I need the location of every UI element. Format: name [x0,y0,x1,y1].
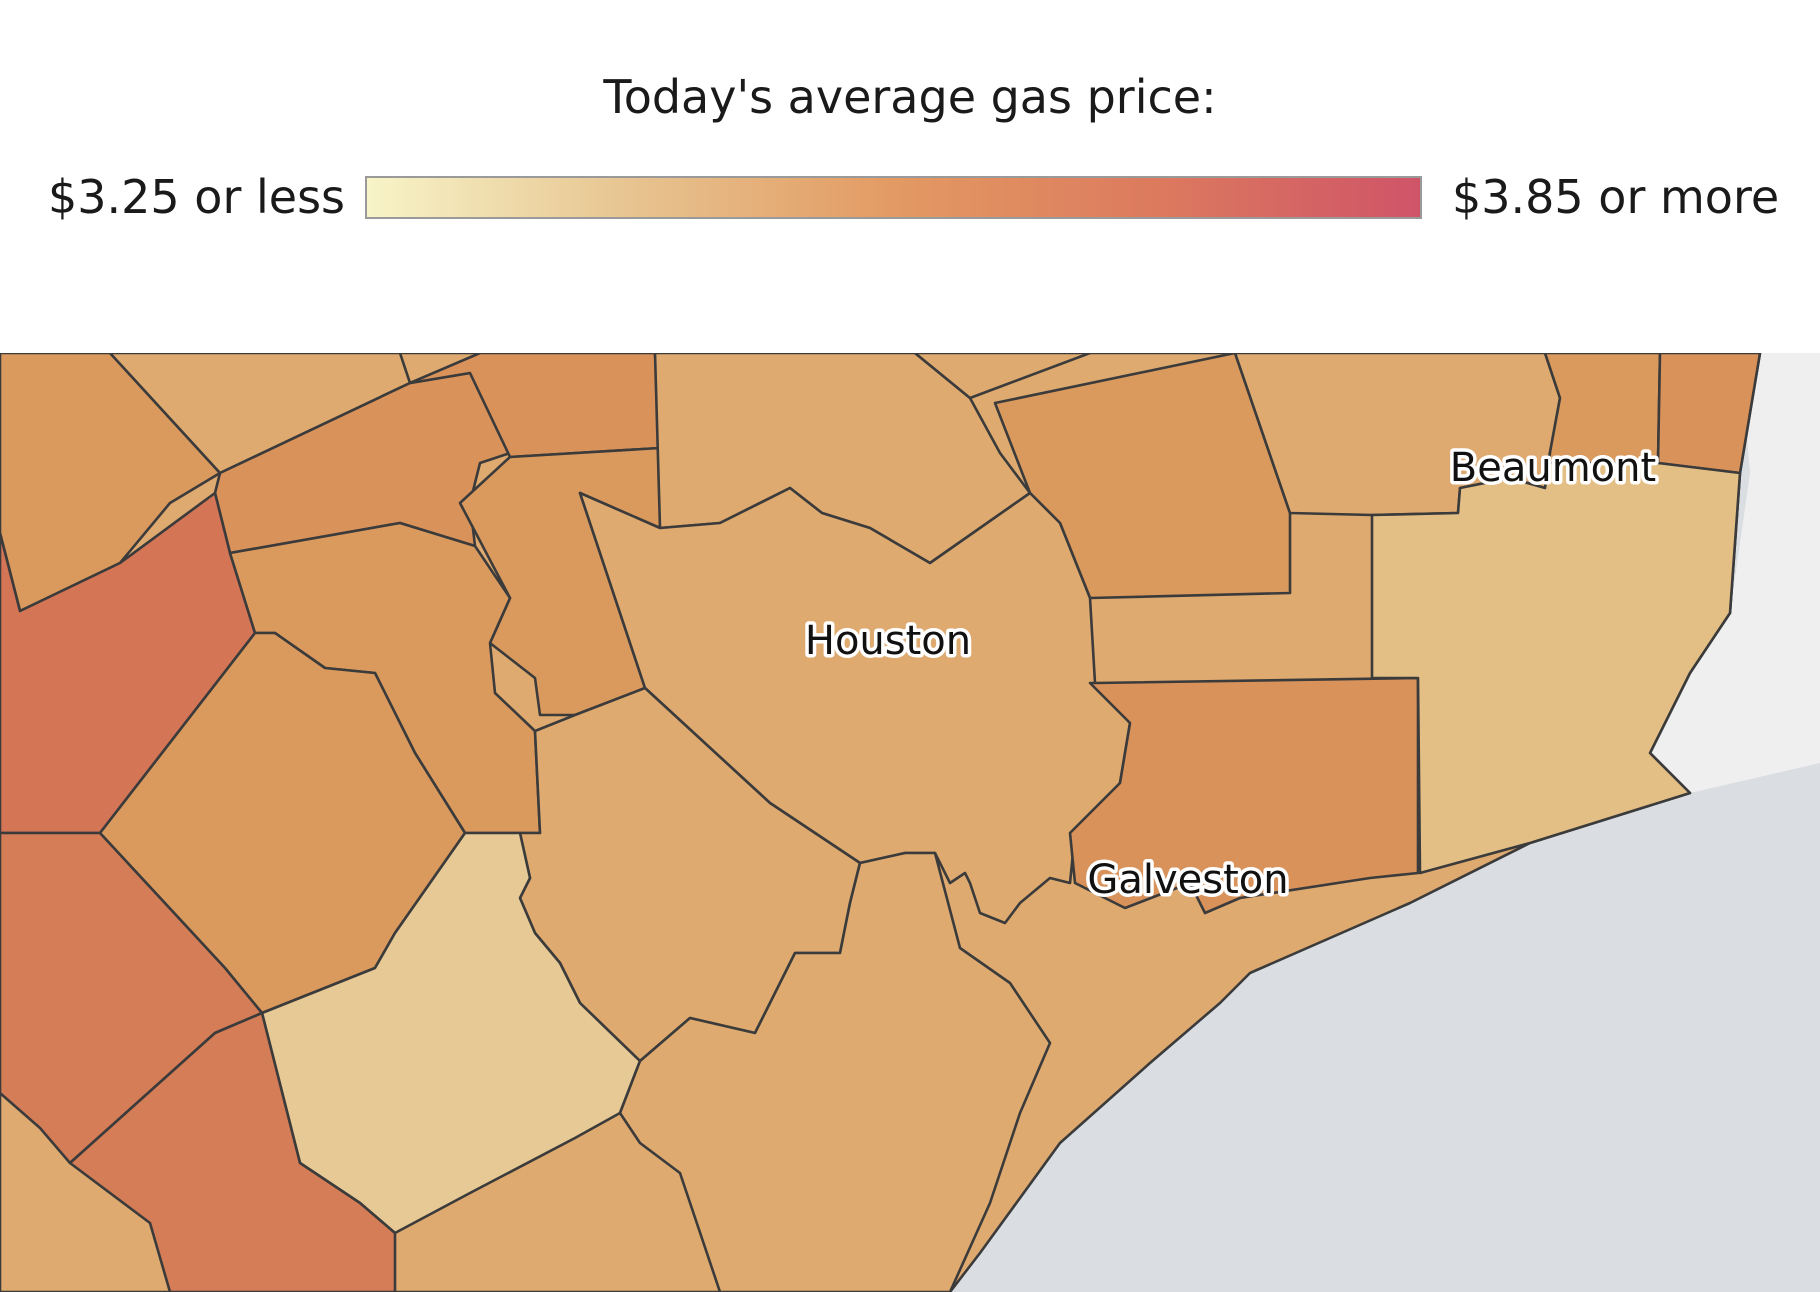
city-label-beaumont: Beaumont [1450,445,1656,491]
county-sw-red [68,1011,397,1292]
land-outside-region [1650,353,1820,793]
city-label-houston: Houston [805,618,971,664]
county-north-5 [913,353,1092,400]
county-beaumont [1370,451,1742,875]
legend-color-bar [365,176,1422,219]
legend-title: Today's average gas price: [603,70,1217,124]
gas-price-map[interactable]: Houston Galveston Beaumont [0,353,1820,1292]
county-sw-light [260,831,642,1235]
legend-max-label: $3.85 or more [1452,170,1780,224]
legend-min-label: $3.25 or less [48,170,346,224]
county-south-1 [618,851,1052,1292]
city-label-galveston: Galveston [1087,857,1288,903]
